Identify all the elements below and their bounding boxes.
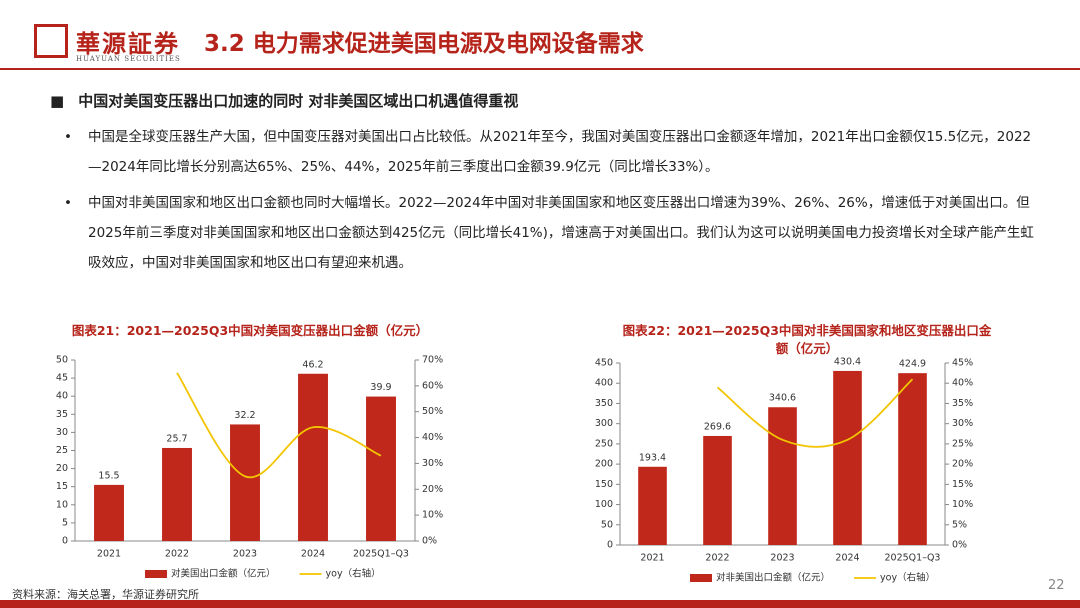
y-tick-label: 5: [62, 517, 68, 528]
section-heading: ■ 中国对美国变压器出口加速的同时 对非美国区域出口机遇值得重视: [50, 92, 519, 110]
x-tick-label: 2023: [770, 553, 794, 564]
chart: 0 50 100 150 200 250 300 350 400 450 0% 5% 10% 15% 20%…: [595, 356, 973, 584]
logo-name: 華源証券: [76, 29, 180, 58]
footer-bar: [0, 600, 1080, 608]
line-series: [716, 378, 914, 448]
bar: [833, 370, 862, 545]
bar: [230, 424, 260, 541]
bar: [366, 396, 396, 541]
y2-tick-label: 45%: [952, 358, 973, 369]
y-tick-label: 40: [56, 391, 68, 402]
y-tick-label: 10: [56, 499, 68, 510]
y-tick-label: 350: [595, 398, 613, 409]
bar: [298, 373, 328, 541]
bar: [638, 466, 667, 545]
chart-title: 图表21：2021—2025Q3中国对美国变压器出口金额（亿元）: [71, 323, 429, 338]
y2-tick-label: 25%: [952, 438, 973, 449]
bullet: 中国对非美国国家和地区出口金额也同时大幅增长。2022—2024年中国对非美国国…: [64, 188, 1038, 278]
y2-tick-label: 0%: [422, 536, 437, 547]
y-tick-label: 50: [601, 519, 613, 530]
legend-label: 对非美国出口金额（亿元）: [716, 572, 830, 584]
heading-text: 中国对美国变压器出口加速的同时 对非美国区域出口机遇值得重视: [78, 92, 519, 110]
y2-tick-label: 70%: [422, 355, 443, 366]
value-label: 15.5: [98, 470, 119, 481]
value-label: 424.9: [899, 359, 926, 370]
y-tick-label: 300: [595, 418, 613, 429]
chart: 0 5 10 15 20 25 30 35 40 45 50 0% 10% 20% 30% 40% 50% 60%…: [56, 355, 443, 580]
bar: [768, 407, 797, 545]
value-label: 32.2: [234, 410, 255, 421]
x-tick-label: 2025Q1–Q3: [353, 549, 409, 560]
x-tick-label: 2021: [97, 549, 121, 560]
bar: [898, 373, 927, 545]
chart-title: 图表22：2021—2025Q3中国对非美国国家和地区变压器出口金额（亿元）: [622, 323, 992, 356]
slide-title: 3.2 电力需求促进美国电源及电网设备需求: [204, 31, 644, 57]
y2-tick-label: 30%: [422, 458, 443, 469]
legend-label: yoy（右轴）: [326, 568, 381, 580]
x-tick-label: 2025Q1–Q3: [885, 553, 941, 564]
y-tick-label: 100: [595, 499, 613, 510]
y2-tick-label: 0%: [952, 540, 967, 551]
value-label: 39.9: [370, 382, 391, 393]
y2-tick-label: 15%: [952, 479, 973, 490]
value-label: 269.6: [704, 421, 731, 432]
y-tick-label: 15: [56, 481, 68, 492]
bar: [94, 484, 124, 541]
x-tick-label: 2024: [835, 553, 859, 564]
legend-swatch: [690, 574, 712, 582]
y-tick-label: 45: [56, 373, 68, 384]
y2-tick-label: 20%: [952, 459, 973, 470]
y-tick-label: 200: [595, 459, 613, 470]
y-tick-label: 150: [595, 479, 613, 490]
legend-label: 对美国出口金额（亿元）: [171, 568, 276, 580]
y-tick-label: 50: [56, 355, 68, 366]
y-tick-label: 250: [595, 438, 613, 449]
value-label: 193.4: [639, 452, 666, 463]
bar: [703, 435, 732, 545]
logo-icon: [34, 24, 68, 58]
value-label: 25.7: [166, 433, 187, 444]
line-series: [176, 372, 382, 479]
x-tick-label: 2021: [640, 553, 664, 564]
y-tick-label: 0: [607, 540, 613, 551]
y2-tick-label: 60%: [422, 380, 443, 391]
header-rule: [0, 68, 1080, 70]
bullet-list: 中国是全球变压器生产大国，但中国变压器对美国出口占比较低。从2021年至今，我国…: [64, 122, 1038, 284]
y-tick-label: 20: [56, 463, 68, 474]
x-tick-label: 2023: [233, 549, 257, 560]
x-tick-label: 2024: [301, 549, 325, 560]
y-tick-label: 35: [56, 409, 68, 420]
y2-tick-label: 20%: [422, 484, 443, 495]
y-tick-label: 30: [56, 427, 68, 438]
bar: [162, 447, 192, 541]
y-tick-label: 0: [62, 536, 68, 547]
y2-tick-label: 50%: [422, 406, 443, 417]
value-label: 430.4: [834, 356, 861, 367]
y-tick-label: 450: [595, 358, 613, 369]
bullet: 中国是全球变压器生产大国，但中国变压器对美国出口占比较低。从2021年至今，我国…: [64, 122, 1038, 182]
value-label: 46.2: [302, 359, 323, 370]
source-note: 资料来源：海关总署，华源证券研究所: [12, 588, 199, 601]
y2-tick-label: 40%: [422, 432, 443, 443]
y-tick-label: 400: [595, 378, 613, 389]
y2-tick-label: 30%: [952, 418, 973, 429]
legend-label: yoy（右轴）: [880, 572, 935, 584]
legend-swatch: [145, 570, 167, 578]
y2-tick-label: 35%: [952, 398, 973, 409]
page-number: 22: [1048, 578, 1065, 593]
logo-subtitle: HUAYUAN SECURITIES: [76, 55, 181, 63]
x-tick-label: 2022: [705, 553, 729, 564]
y2-tick-label: 10%: [422, 510, 443, 521]
y-tick-label: 25: [56, 445, 68, 456]
y2-tick-label: 10%: [952, 499, 973, 510]
value-label: 340.6: [769, 393, 796, 404]
x-tick-label: 2022: [165, 549, 189, 560]
y2-tick-label: 40%: [952, 378, 973, 389]
y2-tick-label: 5%: [952, 519, 967, 530]
